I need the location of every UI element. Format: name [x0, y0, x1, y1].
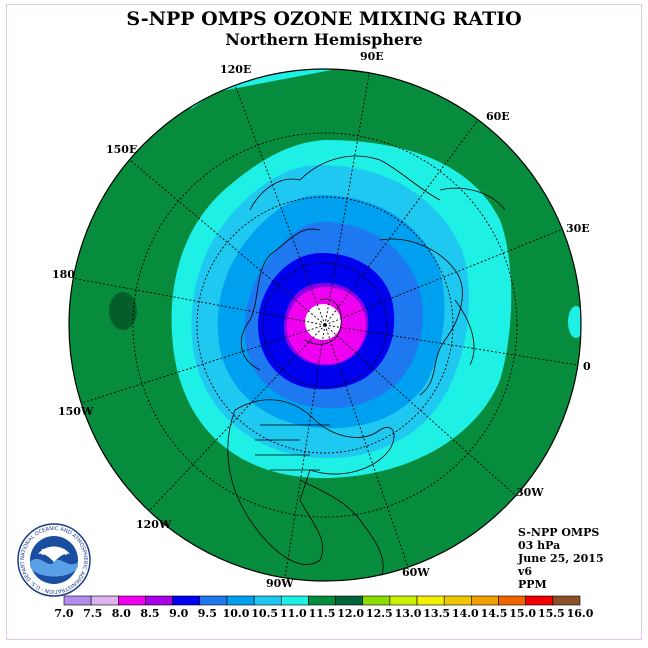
colorbar-cell: [335, 595, 364, 606]
info-units: PPM: [518, 578, 547, 591]
colorbar-tick-label: 8.0: [112, 607, 131, 620]
colorbar-cell: [552, 595, 581, 606]
colorbar-tick-label: 15.0: [509, 607, 536, 620]
info-version: v6: [518, 565, 533, 578]
lon-label-120e: 120E: [220, 63, 252, 76]
noaa-logo: NATIONAL OCEANIC AND ATMOSPHERIC ADMINIS…: [16, 522, 91, 597]
colorbar-tick-label: 7.5: [83, 607, 102, 620]
colorbar-cell: [63, 595, 92, 606]
dark-green-spot: [109, 292, 137, 330]
colorbar-cell: [389, 595, 418, 606]
info-instrument: S-NPP OMPS: [518, 526, 600, 539]
colorbar-tick-label: 10.5: [251, 607, 278, 620]
colorbar-tick-label: 8.5: [140, 607, 159, 620]
colorbar-cell: [443, 595, 472, 606]
lon-label-0: 0: [583, 360, 591, 373]
figure-frame: [6, 4, 642, 640]
info-date: June 25, 2015: [518, 552, 604, 565]
colorbar-cell: [525, 595, 554, 606]
colorbar-tick-label: 15.5: [538, 607, 565, 620]
colorbar-cell: [90, 595, 119, 606]
colorbar-tick-label: 12.5: [366, 607, 393, 620]
lon-label-120w: 120W: [136, 518, 172, 531]
colorbar-tick-label: 7.0: [54, 607, 73, 620]
info-level: 03 hPa: [518, 539, 561, 552]
colorbar-tick-label: 12.0: [337, 607, 364, 620]
lon-label-150e: 150E: [106, 143, 138, 156]
lon-label-60e: 60E: [486, 110, 510, 123]
map-title: S-NPP OMPS OZONE MIXING RATIO: [126, 8, 522, 30]
colorbar-tick-label: 11.0: [280, 607, 307, 620]
lon-label-30w: 30W: [516, 486, 544, 499]
map-subtitle: Northern Hemisphere: [225, 30, 423, 49]
colorbar-cell: [172, 595, 201, 606]
graticule: [71, 69, 579, 579]
coastlines: [227, 155, 506, 581]
info-block: S-NPP OMPS 03 hPa June 25, 2015 v6 PPM: [518, 526, 604, 591]
lon-label-60w: 60W: [402, 566, 430, 579]
colorbar-cell: [280, 595, 309, 606]
colorbar-tick-label: 11.5: [309, 607, 336, 620]
noaa-logo-text: NOAA: [41, 548, 67, 557]
colorbar-cell: [226, 595, 255, 606]
colorbar-tick-label: 9.5: [198, 607, 217, 620]
lon-label-90w: 90W: [266, 577, 294, 590]
lon-label-90e: 90E: [360, 50, 384, 63]
colorbar-cell: [118, 595, 146, 606]
colorbar-cell: [362, 595, 391, 606]
cyan-edge-right: [568, 306, 581, 338]
colorbar-tick-label: 13.0: [395, 607, 422, 620]
colorbar-cell: [253, 595, 282, 606]
colorbar-tick-label: 16.0: [567, 607, 594, 620]
colorbar-cell: [416, 595, 445, 606]
colorbar-tick-label: 10.0: [223, 607, 250, 620]
colorbar-cell: [199, 595, 228, 606]
colorbar-cell: [308, 595, 336, 606]
colorbar-tick-label: 14.0: [452, 607, 479, 620]
map-border: [68, 68, 582, 582]
lon-label-180: 180: [52, 268, 75, 281]
colorbar-tick-label: 13.5: [423, 607, 450, 620]
colorbar-cell: [471, 595, 499, 606]
lon-label-30e: 30E: [566, 222, 590, 235]
colorbar-tick-label: 14.5: [481, 607, 508, 620]
colorbar-cell: [498, 595, 526, 606]
colorbar-cell: [145, 595, 173, 606]
colorbar-tick-label: 9.0: [169, 607, 188, 620]
lon-label-150w: 150W: [58, 405, 94, 418]
